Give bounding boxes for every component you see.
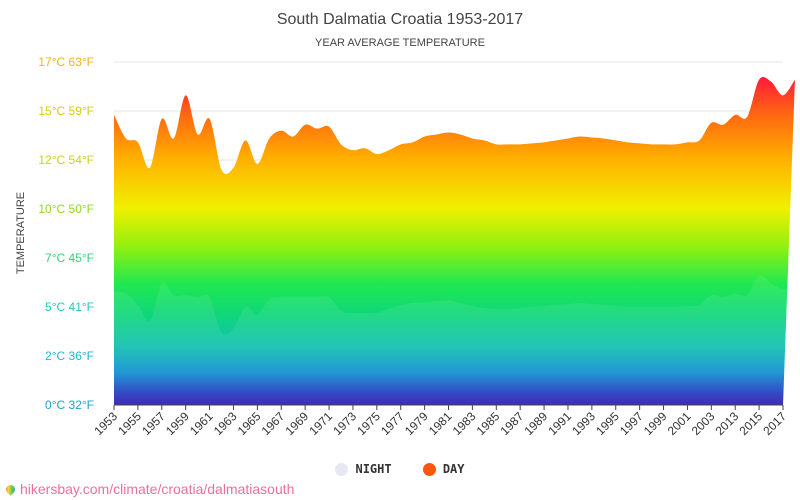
x-tick-label: 1953	[91, 409, 120, 438]
legend: NIGHT DAY	[0, 462, 800, 479]
legend-day-label: DAY	[442, 462, 465, 476]
x-tick-label: 1989	[521, 409, 550, 438]
x-tick-label: 1961	[187, 409, 216, 438]
x-tick-label: 1963	[211, 409, 240, 438]
x-tick-label: 1969	[282, 409, 311, 438]
y-tick-label: 7°C 45°F	[45, 251, 94, 265]
x-tick-label: 1983	[450, 409, 479, 438]
x-tick-label: 1975	[354, 409, 383, 438]
y-tick-label: 2°C 36°F	[45, 349, 94, 363]
x-tick-label: 1985	[474, 409, 503, 438]
y-tick-label: 17°C 63°F	[38, 55, 94, 69]
night-area	[114, 275, 795, 405]
x-tick-label: 1965	[235, 409, 264, 438]
source-link[interactable]: hikersbay.com/climate/croatia/dalmatiaso…	[4, 481, 294, 497]
x-tick-label: 1999	[641, 409, 670, 438]
legend-night-marker	[335, 462, 349, 476]
x-tick-label: 2017	[760, 409, 789, 438]
x-tick-label: 1977	[378, 409, 407, 438]
location-pin-icon	[4, 482, 17, 496]
legend-item-night[interactable]: NIGHT	[335, 462, 392, 476]
y-tick-label: 12°C 54°F	[38, 153, 94, 167]
y-axis-ticks: 0°C 32°F 2°C 36°F 5°C 41°F 7°C 45°F 10°C 50°…	[38, 55, 94, 412]
x-tick-label: 1967	[259, 409, 288, 438]
x-tick-label: 1991	[545, 409, 574, 438]
day-area	[114, 76, 795, 406]
legend-night-label: NIGHT	[355, 462, 392, 476]
x-tick-label: 2003	[689, 409, 718, 438]
x-tick-label: 1959	[163, 409, 192, 438]
x-tick-label: 1993	[569, 409, 598, 438]
legend-item-day[interactable]: DAY	[422, 462, 465, 476]
y-tick-label: 15°C 59°F	[38, 104, 94, 118]
y-axis-label: TEMPERATURE	[15, 192, 27, 274]
x-tick-label: 1979	[402, 409, 431, 438]
x-tick-label: 2015	[736, 409, 765, 438]
x-axis-ticks: 1953195519571959196119631965196719691971…	[91, 405, 789, 438]
x-tick-label: 2013	[713, 409, 742, 438]
chart-title: South Dalmatia Croatia 1953-2017	[277, 11, 523, 28]
x-tick-label: 1955	[115, 409, 144, 438]
x-tick-label: 1957	[139, 409, 168, 438]
x-tick-label: 2001	[665, 409, 694, 438]
y-tick-label: 0°C 32°F	[45, 398, 94, 412]
y-tick-label: 5°C 41°F	[45, 300, 94, 314]
x-tick-label: 1997	[617, 409, 646, 438]
x-tick-label: 1995	[593, 409, 622, 438]
x-tick-label: 1987	[498, 409, 527, 438]
x-tick-label: 1981	[426, 409, 455, 438]
x-tick-label: 1971	[306, 409, 335, 438]
legend-day-marker	[422, 462, 436, 476]
x-tick-label: 1973	[330, 409, 359, 438]
chart-subtitle: YEAR AVERAGE TEMPERATURE	[315, 37, 485, 49]
y-tick-label: 10°C 50°F	[38, 202, 94, 216]
source-text: hikersbay.com/climate/croatia/dalmatiaso…	[20, 481, 295, 497]
temperature-chart: 1953195519571959196119631965196719691971…	[15, 11, 795, 438]
